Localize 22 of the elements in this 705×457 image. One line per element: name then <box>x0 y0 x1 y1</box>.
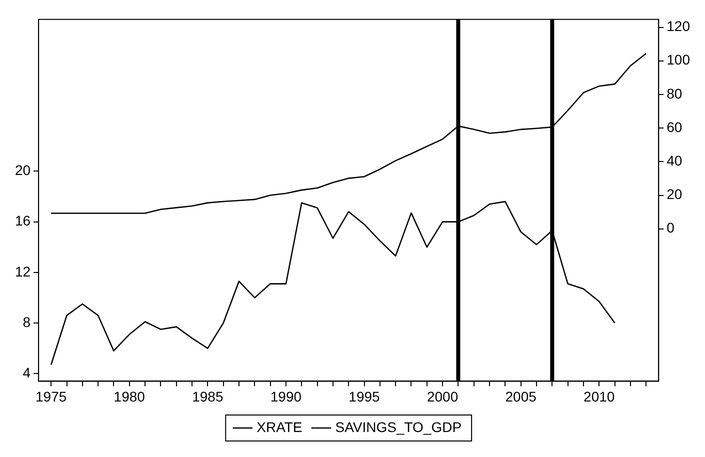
x-tick-label: 1985 <box>192 388 224 404</box>
y2-tick-label: 20 <box>666 186 682 202</box>
y-tick-label: 12 <box>14 263 31 280</box>
x-tick-label: 1990 <box>270 388 302 404</box>
x-tick-label: 2000 <box>426 388 458 404</box>
x-tick-label: 1995 <box>348 388 380 404</box>
y-tick-label: 16 <box>14 212 31 229</box>
y-tick-label: 20 <box>14 162 31 178</box>
y2-tick-label: 40 <box>666 152 682 169</box>
y-tick-label: 4 <box>22 364 31 380</box>
y2-tick-label: 100 <box>666 52 690 68</box>
y-tick-label: 8 <box>22 314 31 330</box>
y2-tick-label: 80 <box>666 85 682 102</box>
x-tick-label: 1975 <box>36 388 67 404</box>
y2-tick-label: 0 <box>666 220 675 236</box>
legend-label: XRATE <box>256 418 302 435</box>
x-tick-label: 2010 <box>584 388 615 404</box>
legend-label: SAVINGS_TO_GDP <box>335 418 462 435</box>
y2-tick-label: 60 <box>666 118 682 135</box>
y2-tick-label: 120 <box>666 18 690 34</box>
x-tick-label: 1980 <box>114 388 146 404</box>
x-tick-label: 2005 <box>505 388 537 404</box>
